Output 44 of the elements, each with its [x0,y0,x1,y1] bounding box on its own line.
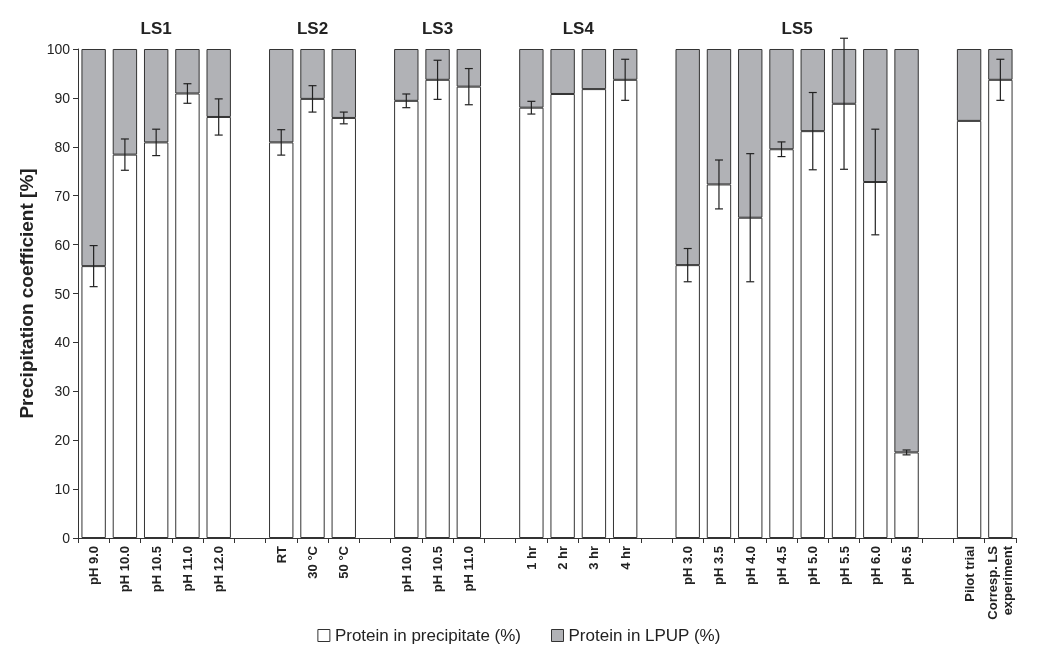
legend-label: Protein in LPUP (%) [568,626,721,645]
x-tick-label: pH 3.0 [680,546,696,586]
x-tick-label: Corresp. LS experiment [985,545,1016,620]
x-tick-label: pH 11.0 [179,546,195,592]
legend-label: Protein in precipitate (%) [334,626,522,645]
y-tick-label: 70 [54,187,71,204]
x-tick-label: 30 °C [305,545,320,579]
x-tick-label: pH 9.0 [86,546,102,586]
x-tick-label: 1 hr [523,546,539,570]
x-tick-label: pH 10.5 [430,546,446,593]
y-tick-label: 100 [46,41,71,57]
x-tick-label: pH 10.5 [148,546,164,593]
text: LS2 [296,19,329,38]
y-tick-label: 80 [54,138,71,155]
y-axis-title: Precipitation coefficient [%] [15,168,37,419]
y-tick-label: 30 [54,383,71,400]
y-tick-label: 10 [54,481,71,498]
x-tick-label: pH 4.5 [774,546,789,586]
x-tick-label: pH 5.5 [836,546,852,586]
x-tick-label: Pilot trial [961,546,977,602]
y-tick-label: 0 [62,530,71,546]
x-tick-label: RT [273,545,289,564]
x-tick-label: pH 6.5 [899,546,915,586]
y-tick-label: 60 [54,236,71,253]
text: LS1 [140,19,172,38]
x-tick-label: pH 10.0 [117,546,133,593]
y-tick-label: 50 [54,285,71,302]
x-tick-label: pH 3.5 [711,546,727,586]
text: LS3 [421,19,454,38]
text: LS4 [562,19,595,38]
x-tick-label: 50 °C [336,545,352,579]
y-tick-label: 90 [54,89,71,106]
x-tick-label: pH 4.0 [742,546,758,586]
y-tick-label: 20 [54,432,71,449]
x-tick-label: 2 hr [555,546,571,570]
x-tick-label: pH 6.0 [867,546,883,586]
x-tick-label: 4 hr [617,546,633,570]
x-tick-label: pH 12.0 [211,546,227,593]
x-tick-label: pH 5.0 [805,546,821,586]
y-tick-label: 40 [54,334,71,351]
text: LS5 [781,19,813,38]
x-tick-label: pH 10.0 [398,546,414,593]
x-tick-label: 3 hr [586,546,602,570]
x-tick-label: pH 11.0 [461,546,477,592]
